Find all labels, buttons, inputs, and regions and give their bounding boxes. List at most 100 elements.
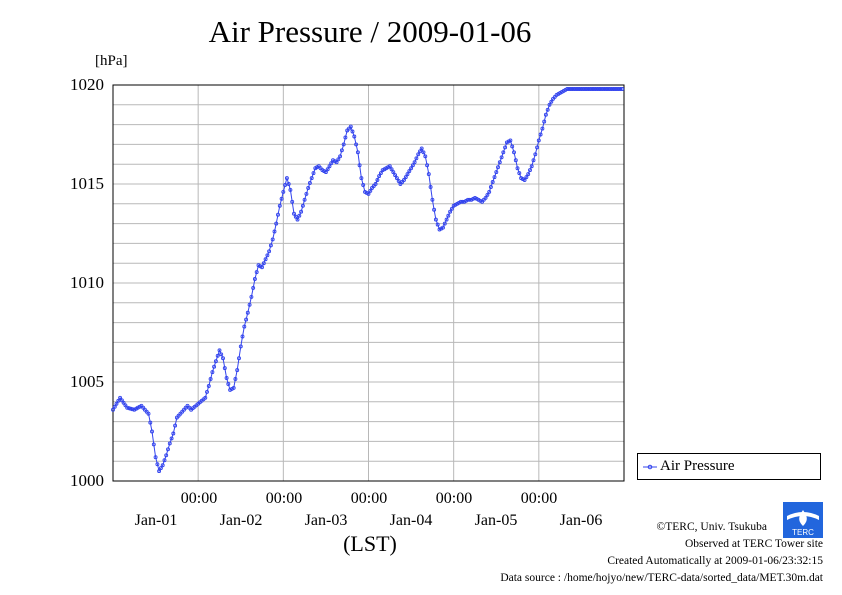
data-point	[247, 302, 252, 307]
data-point	[150, 429, 154, 434]
data-point	[613, 87, 618, 91]
data-point	[323, 170, 328, 175]
data-point	[272, 229, 277, 234]
data-point	[430, 197, 435, 202]
data-point	[148, 420, 153, 425]
data-point	[359, 176, 364, 181]
data-point	[533, 152, 538, 157]
data-point	[425, 163, 430, 168]
data-point	[497, 160, 502, 165]
data-point	[254, 270, 259, 275]
data-point	[245, 310, 250, 315]
data-point	[499, 155, 504, 160]
credit-observation-site: Observed at TERC Tower site	[684, 538, 823, 550]
data-point	[538, 132, 543, 137]
data-point	[348, 124, 353, 129]
data-point	[302, 197, 307, 202]
data-point	[221, 356, 225, 361]
data-point	[620, 87, 625, 91]
data-point	[268, 243, 273, 248]
data-point	[235, 368, 240, 373]
data-point	[602, 87, 607, 91]
grid-lines	[113, 85, 624, 481]
data-point	[270, 237, 275, 242]
data-point	[151, 442, 156, 447]
data-point	[419, 146, 424, 151]
data-point	[567, 87, 571, 91]
data-point	[288, 187, 293, 192]
data-point	[118, 395, 123, 400]
plot-frame	[112, 84, 625, 482]
data-point	[441, 225, 445, 230]
data-point	[325, 167, 330, 172]
data-point	[545, 107, 550, 112]
data-point	[329, 161, 334, 166]
data-point	[299, 209, 304, 214]
data-point	[281, 189, 286, 194]
logo-text: TERC	[792, 528, 814, 537]
legend	[637, 453, 821, 480]
data-point	[123, 403, 128, 408]
y-tick-label: 1020	[70, 75, 104, 94]
data-point	[574, 87, 579, 91]
data-point	[508, 138, 513, 143]
data-point	[368, 188, 373, 193]
data-point	[327, 164, 332, 169]
credit-data-source: Data source : /home/hojyo/new/TERC-data/…	[500, 572, 823, 584]
data-point	[542, 119, 547, 124]
data-point	[162, 458, 167, 463]
credit-copyright: ©TERC, Univ. Tsukuba	[656, 521, 767, 533]
data-point	[444, 217, 449, 222]
data-point	[231, 385, 236, 390]
data-point	[295, 217, 300, 222]
data-point	[265, 253, 270, 258]
data-point	[114, 401, 119, 406]
data-point	[219, 352, 224, 357]
data-point	[614, 87, 619, 91]
x-date-label: Jan-02	[219, 512, 263, 529]
data-point	[157, 469, 162, 474]
data-point	[586, 87, 591, 91]
data-point	[528, 168, 532, 173]
data-point	[354, 142, 359, 147]
data-point	[171, 431, 176, 436]
data-point	[488, 185, 493, 189]
data-point	[292, 211, 296, 216]
data-point	[410, 163, 415, 168]
data-point	[127, 406, 131, 411]
data-point	[212, 364, 217, 369]
data-point	[426, 172, 431, 177]
x-axis-label: (LST)	[343, 531, 397, 556]
data-point	[465, 197, 470, 202]
data-point	[238, 344, 243, 349]
chart-title: Air Pressure / 2009-01-06	[208, 14, 532, 49]
data-point	[274, 221, 279, 226]
x-tick-time-label: 00:00	[435, 490, 473, 507]
data-point	[600, 87, 605, 91]
data-point	[111, 407, 115, 412]
y-tick-label: 1005	[70, 372, 104, 391]
data-point	[394, 176, 399, 181]
data-point	[378, 171, 383, 176]
data-point	[540, 126, 545, 131]
data-point	[515, 166, 520, 171]
data-point	[244, 317, 249, 322]
data-point	[208, 377, 213, 381]
data-point	[597, 87, 602, 91]
data-point	[565, 87, 570, 91]
data-point	[173, 423, 178, 428]
data-point	[524, 175, 529, 180]
x-tick-time-label: 00:00	[350, 490, 388, 507]
y-tick-label: 1015	[70, 174, 104, 193]
data-point	[448, 209, 453, 214]
data-point	[535, 145, 540, 150]
data-point	[522, 178, 527, 182]
data-point	[290, 199, 295, 204]
data-point	[222, 366, 227, 371]
data-point	[366, 191, 371, 196]
data-point	[309, 176, 314, 181]
data-point	[240, 334, 245, 339]
data-point	[579, 87, 584, 91]
data-point	[536, 138, 541, 143]
data-point	[119, 398, 124, 403]
